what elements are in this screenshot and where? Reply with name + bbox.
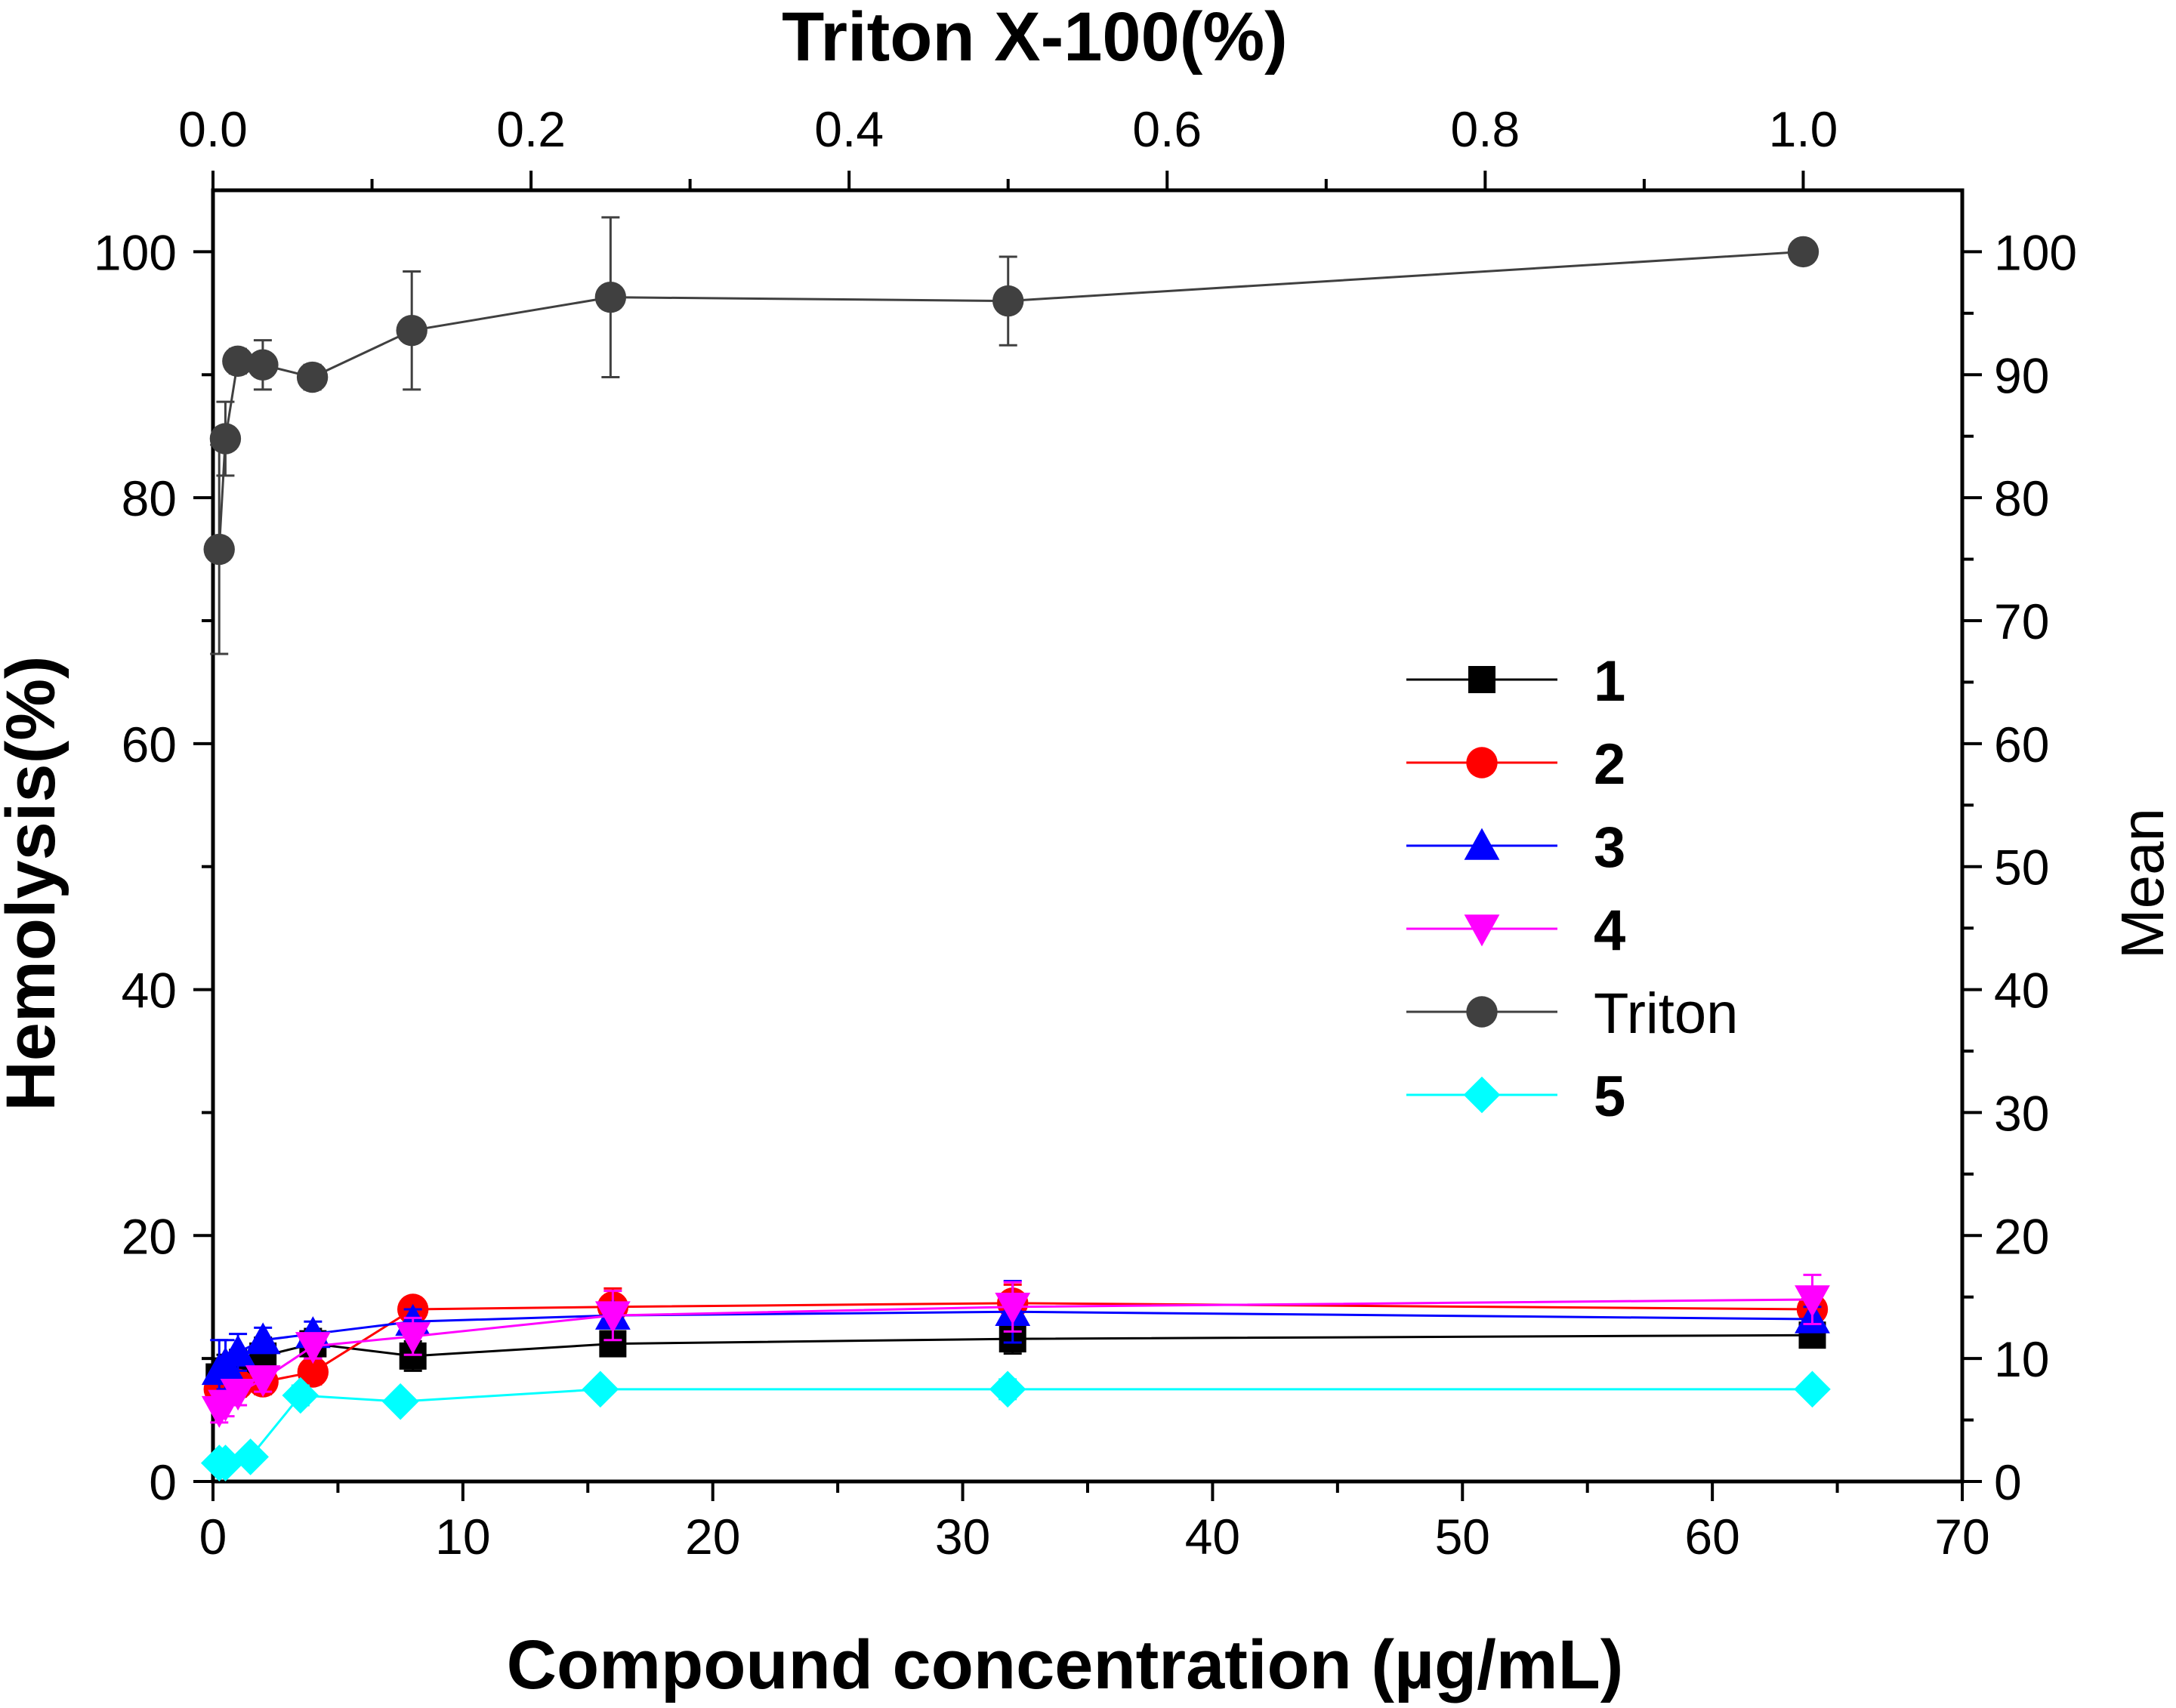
x-axis-title: Compound concentration (µg/mL) xyxy=(507,1626,1624,1703)
legend-marker xyxy=(1464,828,1500,860)
data-point xyxy=(992,285,1024,317)
y2-axis-title: Mean xyxy=(2109,808,2176,959)
x-tick-label: 60 xyxy=(1684,1509,1739,1565)
x-tick-label: 0 xyxy=(199,1509,227,1565)
legend-label: 5 xyxy=(1594,1065,1625,1129)
data-point xyxy=(245,1322,281,1355)
y2-tick-label: 40 xyxy=(1994,963,2049,1019)
top-tick-label: 0.2 xyxy=(496,101,566,157)
y2-tick-label: 80 xyxy=(1994,470,2049,526)
legend-marker xyxy=(1464,914,1500,947)
legend-label: 3 xyxy=(1594,815,1625,880)
data-point xyxy=(220,1334,256,1367)
x-tick-label: 50 xyxy=(1435,1509,1490,1565)
top-tick-label: 1.0 xyxy=(1769,101,1838,157)
x-tick-label: 70 xyxy=(1934,1509,1989,1565)
top-tick-label: 0.4 xyxy=(814,101,884,157)
data-point xyxy=(594,1301,631,1333)
data-point xyxy=(203,533,235,566)
legend-label: Triton xyxy=(1594,982,1738,1046)
data-point xyxy=(207,1444,244,1481)
series-4 xyxy=(201,1273,1830,1428)
legend-label: 4 xyxy=(1594,899,1625,963)
legend-label: 1 xyxy=(1594,649,1625,714)
y2-tick-label: 0 xyxy=(1994,1454,2022,1510)
legend-marker xyxy=(1468,666,1495,693)
y2-tick-label: 90 xyxy=(1994,347,2049,403)
data-point xyxy=(989,1370,1026,1408)
data-point xyxy=(297,1356,329,1388)
legend-entry-5: 5 xyxy=(1406,1065,1625,1129)
y2-tick-label: 30 xyxy=(1994,1085,2049,1141)
y2-tick-label: 60 xyxy=(1994,717,2049,772)
legend-marker xyxy=(1466,747,1498,778)
data-point xyxy=(220,1379,256,1411)
data-point xyxy=(295,1332,331,1364)
legend-entry-2: 2 xyxy=(1406,732,1625,797)
data-point xyxy=(222,345,254,378)
data-point xyxy=(296,361,329,393)
top-tick-label: 0.8 xyxy=(1450,101,1520,157)
data-point xyxy=(396,314,427,347)
legend-marker xyxy=(1466,996,1498,1028)
x-tick-label: 10 xyxy=(435,1509,490,1565)
data-point xyxy=(245,1365,281,1398)
y2-tick-label: 70 xyxy=(1994,593,2049,649)
legend-entry-3: 3 xyxy=(1406,815,1625,880)
x-tick-label: 40 xyxy=(1185,1509,1240,1565)
y-tick-label: 60 xyxy=(122,717,177,772)
data-point xyxy=(1787,236,1820,268)
legend-marker xyxy=(1463,1076,1501,1114)
top-axis-title: Triton X-100(%) xyxy=(782,0,1288,76)
y-tick-label: 40 xyxy=(122,963,177,1019)
data-point xyxy=(582,1370,619,1408)
legend-entry-4: 4 xyxy=(1406,899,1625,963)
series-layer xyxy=(200,216,1831,1481)
series-triton xyxy=(203,216,1820,655)
legend-entry-triton: Triton xyxy=(1406,982,1738,1046)
data-point xyxy=(282,1377,319,1414)
x-tick-label: 20 xyxy=(685,1509,740,1565)
top-tick-label: 0.6 xyxy=(1132,101,1202,157)
y2-tick-label: 50 xyxy=(1994,840,2049,896)
data-point xyxy=(594,281,627,313)
y2-tick-label: 20 xyxy=(1994,1208,2049,1264)
data-point xyxy=(995,1293,1031,1325)
tick-labels: 0 10 20 30 40 50 60 700.0 0.2 0.4 0.6 0.8 1.00204060… xyxy=(94,101,2077,1565)
legend: 1 2 3 4 Triton 5 xyxy=(1406,649,1738,1129)
data-point xyxy=(232,1438,269,1475)
data-point xyxy=(1794,1370,1831,1408)
data-point xyxy=(381,1383,419,1420)
y-tick-label: 100 xyxy=(94,224,177,280)
plot-frame xyxy=(211,188,1965,1484)
y-tick-label: 0 xyxy=(149,1454,177,1510)
top-tick-label: 0.0 xyxy=(178,101,248,157)
series-5 xyxy=(200,1370,1831,1481)
y2-tick-label: 10 xyxy=(1994,1331,2049,1387)
y-axis-title: Hemolysis(%) xyxy=(0,655,69,1111)
x-tick-label: 30 xyxy=(935,1509,990,1565)
data-point xyxy=(209,423,242,455)
y-tick-label: 20 xyxy=(122,1208,177,1264)
data-point xyxy=(1795,1285,1830,1318)
y2-tick-label: 100 xyxy=(1994,224,2077,280)
data-point xyxy=(247,349,279,381)
y-tick-label: 80 xyxy=(122,470,177,526)
legend-entry-1: 1 xyxy=(1406,649,1625,714)
data-point xyxy=(395,1322,431,1355)
legend-label: 2 xyxy=(1594,732,1625,797)
